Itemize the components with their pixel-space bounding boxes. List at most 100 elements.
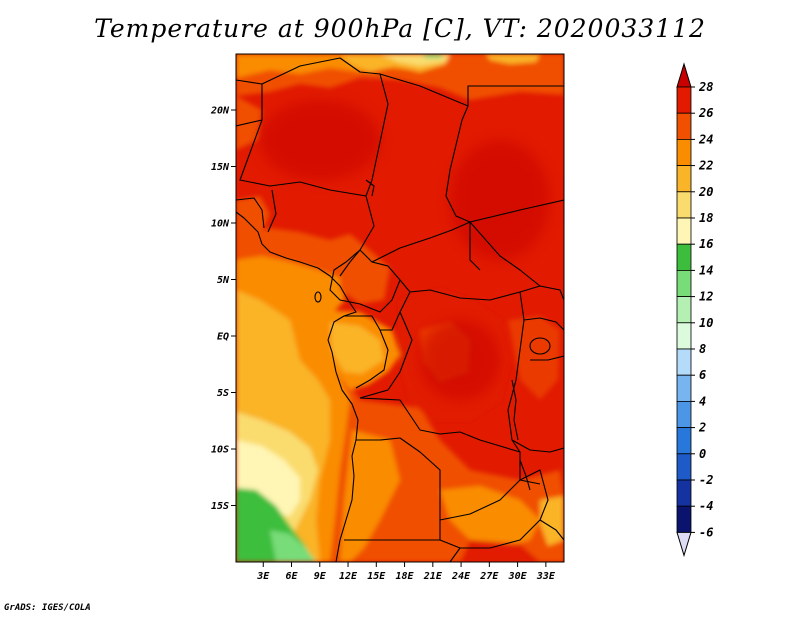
colorbar-swatch [676,322,692,350]
colorbar-top-arrow [676,62,692,88]
lon-tick-label: 33E [536,571,556,582]
field-west-coast [236,196,270,238]
colorbar-label: 10 [699,316,713,330]
colorbar-swatch [676,217,692,245]
map-field [236,54,564,562]
map-axes: 20N 15N 10N 5N EQ 5S 10S 15S 3E 6E 9E 12E 15E 18E 21E 2… [210,106,556,583]
colorbar-label: 0 [699,447,706,461]
border-chad-sudan [445,105,481,271]
colorbar-label: 6 [699,368,706,382]
border-tanzania [511,439,564,453]
border-niger-south [239,84,367,197]
border-cameroon [329,249,401,313]
border-sudan-south [469,199,564,223]
colorbar-swatch [676,191,692,219]
lat-tick-label: 10N [211,219,230,230]
lat-tick-label: 10S [211,445,229,456]
lake-victoria [529,337,551,355]
border-car [371,221,541,301]
coastline [236,211,359,562]
lon-tick-label: 9E [314,571,327,582]
colorbar-label: -6 [699,525,713,539]
lat-tick-label: 20N [210,106,230,117]
colorbar-swatch [676,453,692,481]
border-zambia [439,469,549,549]
field-gabon-yellow [330,322,384,374]
field-hotspot-3 [420,320,500,400]
lon-tick-label: 15E [367,571,386,582]
colorbar-swatch [676,348,692,376]
lon-tick-label: 30E [508,571,528,582]
border-congo [355,329,389,389]
bioko-island [314,291,322,303]
border-drc-west [359,311,413,399]
lon-tick-label: 24E [451,571,471,582]
lon-tick-label: 21E [423,571,443,582]
colorbar-label: -4 [699,499,713,513]
colorbar-swatch [676,505,692,533]
colorbar-label: 18 [699,211,713,225]
colorbar-label: 14 [699,263,713,277]
border-ethiopia [539,285,564,301]
country-borders [236,57,564,562]
lake-tanganyika [511,379,519,441]
colorbar-swatch [676,165,692,193]
colorbar-swatch [676,427,692,455]
colorbar-swatch [676,296,692,324]
border-mali [236,119,263,127]
colorbar-label: 4 [699,394,706,408]
border-uganda [523,317,564,331]
colorbar-label: 20 [698,185,713,199]
grads-credit: GrADS: IGES/COLA [4,603,91,613]
colorbar-swatch [676,138,692,166]
colorbar-label: 22 [698,159,713,173]
colorbar-label: 2 [698,421,706,435]
field-ne-yellow [486,54,540,64]
field-rift-warm [508,316,560,400]
colorbar-label: 28 [698,80,713,94]
colorbar-label: -2 [699,473,713,487]
border-mozambique [539,519,564,541]
border-niger-chad [339,73,389,277]
field-southwest-lightgreen [270,530,316,562]
colorbar-swatch [676,374,692,402]
colorbar-label: 16 [699,237,713,251]
lon-tick-label: 27E [479,571,499,582]
lake-chad [365,179,375,197]
colorbar-swatch [676,112,692,140]
border-drc-south [359,397,541,485]
colorbar-bottom-arrow [676,531,692,558]
border-nigeria-west [267,189,277,233]
field-angola-orange [340,430,400,562]
field-green-patch [422,54,444,58]
field-southeast-yellow [540,496,564,546]
border-angola [344,437,441,541]
colorbar-swatch [676,243,692,271]
colorbar-label: 26 [698,106,713,120]
lake-malawi [519,459,531,491]
border-north [236,57,564,107]
map-title: Temperature at 900hPa [C], VT: 202003311… [94,14,706,43]
border-kenya [530,355,564,361]
border-gabon-congo [344,291,411,331]
lat-tick-label: 15S [211,501,229,512]
colorbar-swatch [676,86,692,114]
colorbar-swatch [676,269,692,297]
lon-tick-label: 18E [396,571,415,582]
colorbar-label: 24 [698,132,713,146]
lat-tick-label: EQ [217,332,229,343]
field-hotspot-2 [450,140,550,260]
lat-tick-label: 5S [217,388,229,399]
lat-tick-label: 15N [211,162,230,173]
lon-tick-label: 3E [256,571,270,582]
border-benin [236,197,265,229]
field-south-red [460,540,540,562]
border-namibia [449,547,461,562]
lon-tick-label: 6E [285,571,298,582]
field-zambia-orange [440,486,540,548]
lon-tick-label: 12E [339,571,358,582]
lat-tick-label: 5N [217,275,230,286]
colorbar-swatch [676,479,692,507]
colorbar-swatch [676,400,692,428]
